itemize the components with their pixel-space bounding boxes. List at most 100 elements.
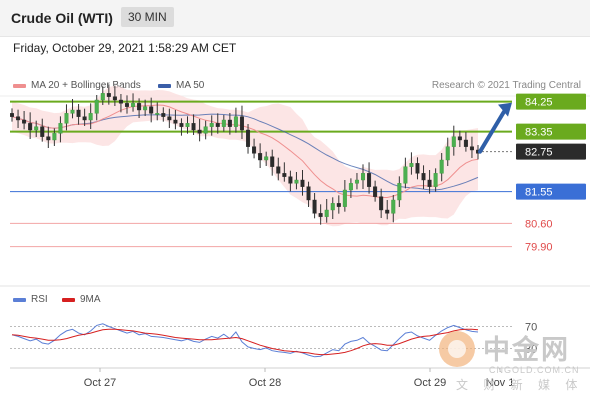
candle-body xyxy=(118,99,123,104)
candle-body xyxy=(409,163,414,167)
candle-body xyxy=(427,179,432,187)
candle-body xyxy=(451,136,456,147)
price-level-tag xyxy=(516,123,586,140)
price-level-label: 79.90 xyxy=(525,242,553,254)
candle-body xyxy=(124,103,129,107)
candle-body xyxy=(233,116,238,127)
candle-body xyxy=(397,183,402,201)
candle-body xyxy=(294,179,299,184)
candle-body xyxy=(239,116,244,131)
candle-body xyxy=(348,183,353,191)
candle-body xyxy=(330,203,335,211)
price-level-tag xyxy=(516,143,586,160)
candle-body xyxy=(209,123,214,127)
candle-body xyxy=(173,119,178,124)
candle-body xyxy=(361,173,366,181)
candle-body xyxy=(342,189,347,207)
candle-body xyxy=(463,139,468,147)
candle-body xyxy=(324,209,329,217)
candle-body xyxy=(246,129,251,147)
candle-body xyxy=(276,166,281,174)
candle-body xyxy=(354,179,359,184)
candle-body xyxy=(215,123,220,127)
rsi-level-label: 30 xyxy=(525,344,537,356)
candle-body xyxy=(167,116,172,121)
timestamp: Friday, October 29, 2021 1:58:29 AM CET xyxy=(13,41,237,55)
candle-body xyxy=(70,109,75,114)
x-tick-label: Oct 29 xyxy=(414,377,446,389)
candle-body xyxy=(300,179,305,187)
candle-body xyxy=(252,146,257,154)
candle-body xyxy=(433,173,438,187)
candle-body xyxy=(88,113,93,121)
candle-body xyxy=(58,123,63,134)
candle-body xyxy=(312,199,317,214)
candle-body xyxy=(40,126,45,137)
instrument-title: Crude Oil (WTI) xyxy=(11,10,113,26)
rsi-line xyxy=(11,323,479,358)
candle-body xyxy=(445,146,450,161)
candle-body xyxy=(28,123,33,131)
x-tick-label: Oct 27 xyxy=(84,377,116,389)
ma9-swatch xyxy=(62,297,75,302)
candle-body xyxy=(403,166,408,184)
price-level-label: 80.60 xyxy=(525,218,553,230)
candle-body xyxy=(391,199,396,214)
price-level-label: 83.35 xyxy=(525,127,553,139)
legend-ma20: MA 20 + Bollinger Bands xyxy=(13,80,141,91)
ma20-swatch xyxy=(13,83,26,88)
price-level-tag xyxy=(516,93,586,110)
candle-body xyxy=(306,186,311,201)
candle-body xyxy=(221,119,226,127)
watermark-chinese: 中金网 xyxy=(483,335,570,365)
candle-body xyxy=(439,159,444,174)
candle-body xyxy=(143,106,148,111)
rsi-9ma-line xyxy=(11,328,479,356)
x-tick-label: Nov 1 xyxy=(486,377,515,389)
candle-body xyxy=(22,119,27,124)
candle-body xyxy=(155,113,160,115)
candle-body xyxy=(112,96,117,101)
candle-body xyxy=(367,173,372,187)
timeframe-badge[interactable]: 30 MIN xyxy=(121,7,174,27)
candle-body xyxy=(288,176,293,184)
candle-body xyxy=(282,173,287,177)
candle-body xyxy=(46,136,51,141)
candle-body xyxy=(52,133,57,141)
candle-body xyxy=(106,93,111,97)
candle-body xyxy=(264,156,269,161)
candle-body xyxy=(379,196,384,211)
candle-body xyxy=(76,109,81,117)
candle-body xyxy=(203,126,208,134)
candle-body xyxy=(16,116,21,121)
legend-ma50-label: MA 50 xyxy=(176,80,205,91)
price-level-label: 81.55 xyxy=(525,187,553,199)
legend-ma20-label: MA 20 + Bollinger Bands xyxy=(31,80,141,91)
price-level-label: 84.25 xyxy=(525,97,553,109)
candle-body xyxy=(385,209,390,214)
x-tick-label: Oct 28 xyxy=(249,377,281,389)
candle-body xyxy=(469,146,474,151)
candle-body xyxy=(258,153,263,161)
candle-body xyxy=(185,123,190,127)
candle-body xyxy=(318,213,323,217)
candle-body xyxy=(179,123,184,127)
candle-body xyxy=(94,99,99,114)
legend-9ma-label: 9MA xyxy=(80,294,101,305)
price-level-tag xyxy=(516,183,586,200)
candle-body xyxy=(227,119,232,127)
candle-body xyxy=(131,103,136,107)
candle-body xyxy=(100,93,105,101)
candle-body xyxy=(415,163,420,174)
candle-body xyxy=(191,123,196,131)
watermark-url: CNGOLD.COM.CN xyxy=(489,365,580,375)
forecast-arrow xyxy=(478,109,506,154)
rsi-swatch xyxy=(13,297,26,302)
candle-body xyxy=(149,106,154,114)
rsi-level-label: 70 xyxy=(525,322,537,334)
candle-body xyxy=(197,129,202,134)
candle-body xyxy=(137,103,142,111)
candle-body xyxy=(270,156,275,167)
